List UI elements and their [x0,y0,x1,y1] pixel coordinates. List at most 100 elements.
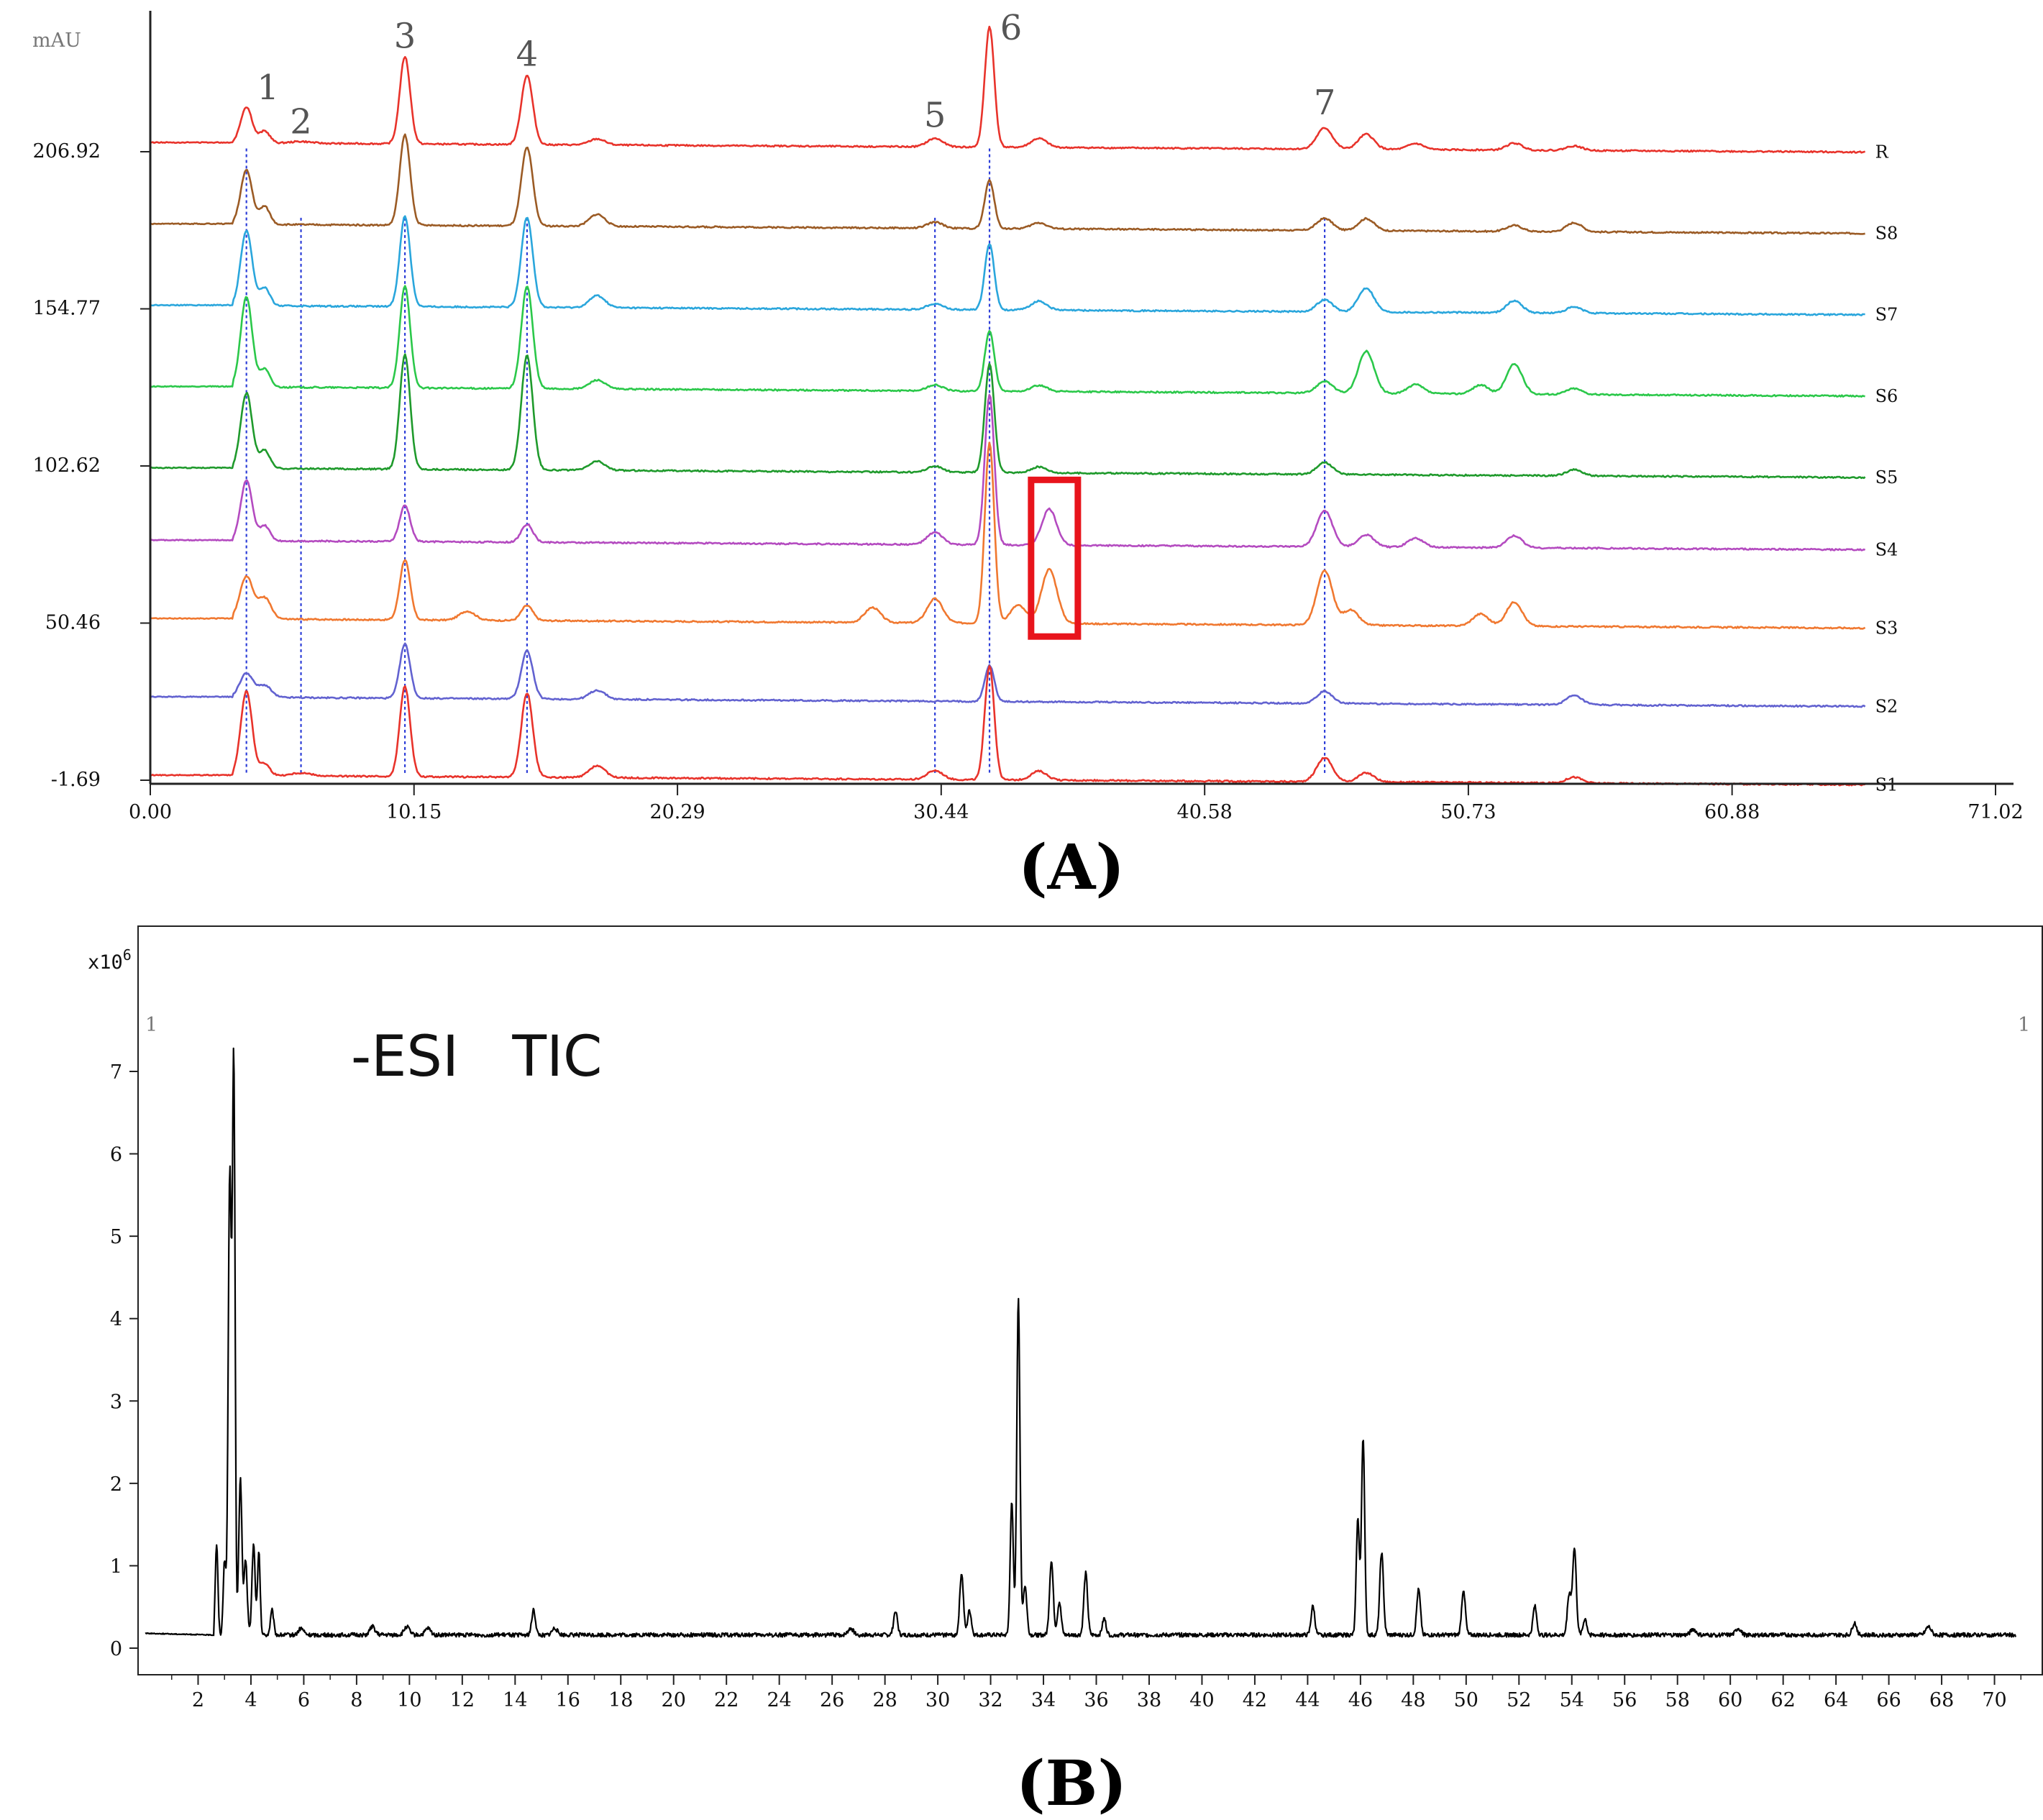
trace-label-r: R [1875,142,1889,163]
a-x-ticks: 0.00 10.15 20.29 30.44 40.58 50.73 60.88 71.02 [129,784,2024,823]
b-x-tick-label: 18 [608,1689,633,1711]
b-x-tick-label: 38 [1137,1689,1161,1711]
panel-b-label: (B) [1016,1747,1127,1820]
peak-label-1: 1 [257,68,279,108]
b-trace [145,1047,2016,1638]
b-y-tick-label: 6 [110,1144,122,1166]
peak-label-2: 2 [290,102,312,142]
b-corner-label-right: 1 [2018,1014,2030,1036]
b-corner-label-left: 1 [145,1014,157,1036]
b-x-tick-label: 20 [662,1689,686,1711]
b-x-tick-label: 40 [1189,1689,1214,1711]
b-x-tick-label: 16 [556,1689,580,1711]
peak-label-5: 5 [924,95,946,135]
b-x-tick-label: 56 [1612,1689,1637,1711]
trace-label-s3: S3 [1875,618,1898,638]
a-traces [150,25,1866,787]
b-x-tick-label: 22 [714,1689,739,1711]
trace-s1 [150,664,1865,787]
trace-label-s8: S8 [1875,224,1898,244]
b-x-tick-label: 54 [1560,1689,1584,1711]
b-x-tick-label: 68 [1929,1689,1954,1711]
b-x-tick-label: 30 [925,1689,950,1711]
b-y-tick-label: 5 [110,1226,122,1248]
trace-s3 [150,442,1866,630]
trace-r [150,25,1866,154]
b-x-tick-label: 62 [1770,1689,1795,1711]
b-y-tick-label: 7 [110,1061,122,1084]
a-y-axis-label: mAU [32,29,81,52]
a-y-tick-label: 206.92 [33,140,101,163]
a-x-tick-label: 60.88 [1704,801,1760,823]
a-peak-guide-lines [245,148,1326,775]
trace-s2 [150,642,1866,708]
a-y-tick-label: -1.69 [51,769,101,791]
b-x-tick-label: 36 [1084,1689,1108,1711]
b-y-tick-label: 4 [110,1309,122,1331]
trace-s6 [150,285,1865,398]
b-y-tick-label: 1 [110,1555,122,1578]
b-x-tick-label: 64 [1824,1689,1848,1711]
b-x-tick-label: 52 [1507,1689,1531,1711]
trace-tic [145,1047,2016,1638]
b-x-tick-label: 32 [978,1689,1002,1711]
trace-s7 [150,215,1865,316]
a-x-tick-label: 71.02 [1967,801,2023,823]
b-x-tick-label: 4 [244,1689,257,1711]
b-y-tick-label: 3 [110,1391,122,1413]
b-x-tick-label: 50 [1454,1689,1478,1711]
a-y-tick-label: 50.46 [45,612,101,634]
b-y-tick-label: 0 [110,1638,122,1660]
peak-label-3: 3 [394,17,416,57]
a-x-tick-label: 20.29 [649,801,705,823]
b-x-tick-label: 46 [1348,1689,1373,1711]
a-x-tick-label: 0.00 [129,801,172,823]
a-y-tick-label: 154.77 [33,297,101,319]
b-x-tick-label: 34 [1031,1689,1056,1711]
trace-s5 [150,353,1866,480]
trace-label-s2: S2 [1875,696,1898,716]
b-x-tick-label: 14 [503,1689,527,1711]
panel-a-label: (A) [1018,831,1125,904]
b-x-tick-label: 6 [298,1689,310,1711]
b-x-tick-label: 2 [192,1689,204,1711]
a-peak-number-labels: 12 3 4 5 6 7 [257,8,1335,142]
peak-label-7: 7 [1314,83,1336,123]
a-y-ticks: 206.92 154.77 102.62 50.46 -1.69 [33,140,150,791]
peak-label-4: 4 [516,35,539,75]
b-x-tick-label: 12 [450,1689,475,1711]
b-x-tick-label: 58 [1665,1689,1690,1711]
b-chart-title: -ESI TIC [351,1025,602,1089]
b-x-ticks: 2 4 6 8 10 12 14 16 18 20 22 24 26 28 30 32 34 36 38 40 42 44… [170,1675,2022,1711]
b-x-tick-label: 26 [820,1689,844,1711]
b-x-tick-label: 24 [767,1689,791,1711]
a-x-tick-label: 50.73 [1440,801,1496,823]
b-x-tick-label: 8 [350,1689,362,1711]
b-x-tick-label: 48 [1401,1689,1425,1711]
b-y-ticks: 0 1 2 3 4 5 6 7 [110,1061,138,1660]
a-x-tick-label: 10.15 [386,801,442,823]
b-x-tick-label: 28 [872,1689,897,1711]
b-x-tick-label: 10 [397,1689,421,1711]
a-y-tick-label: 102.62 [33,454,101,477]
trace-label-s7: S7 [1875,305,1898,325]
trace-label-s6: S6 [1875,386,1898,406]
b-x-tick-label: 60 [1718,1689,1742,1711]
trace-label-s4: S4 [1875,540,1898,560]
b-x-tick-label: 70 [1982,1689,2006,1711]
trace-s8 [150,133,1865,235]
trace-s4 [150,393,1866,552]
a-x-tick-label: 30.44 [913,801,969,823]
trace-label-s5: S5 [1875,467,1898,488]
b-y-tick-label: 2 [110,1473,122,1496]
b-x-tick-label: 44 [1295,1689,1320,1711]
peak-label-6: 6 [1000,8,1023,48]
b-x-tick-label: 42 [1243,1689,1267,1711]
b-x-tick-label: 66 [1876,1689,1901,1711]
b-plot-frame [137,925,2043,1675]
highlight-box [1028,476,1082,640]
